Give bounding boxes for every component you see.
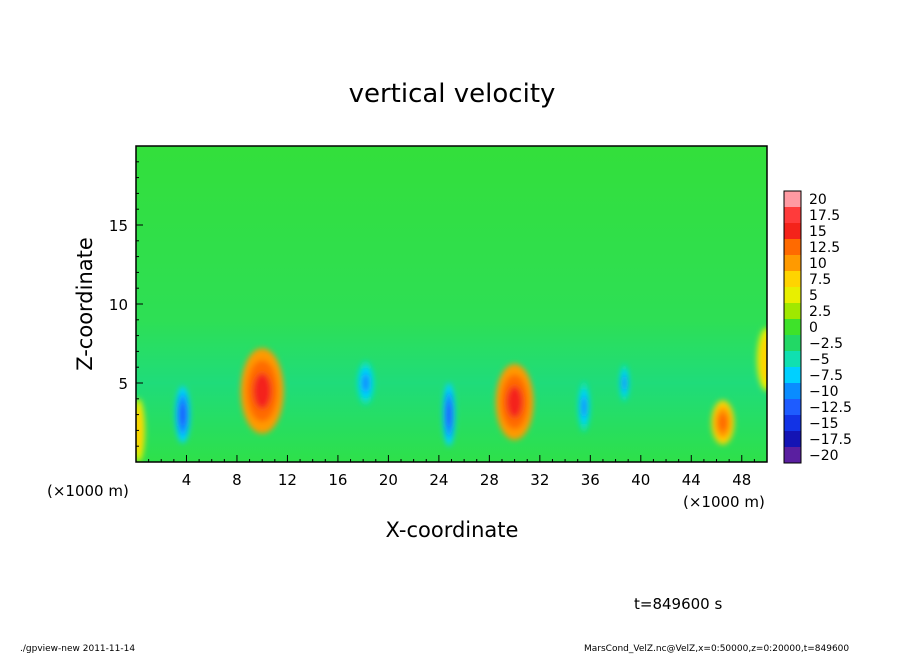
x-tick-label: 20 <box>379 471 398 489</box>
downdraft-cell-6-level-2 <box>581 396 587 418</box>
updraft-cell-2-level-2 <box>718 413 728 432</box>
x-tick-label: 24 <box>429 471 448 489</box>
colorbar-swatch <box>784 239 801 256</box>
colorbar-swatch <box>784 367 801 384</box>
colorbar-level-label: 5 <box>809 288 818 304</box>
x-tick-label: 40 <box>631 471 650 489</box>
x-tick-label: 28 <box>480 471 499 489</box>
colorbar-level-label: 10 <box>809 256 827 272</box>
footer-left: ./gpview-new 2011-11-14 <box>20 644 135 654</box>
colorbar-swatch <box>784 255 801 272</box>
colorbar-level-label: −20 <box>809 448 839 464</box>
colorbar-level-label: −5 <box>809 352 830 368</box>
footer-right: MarsCond_VelZ.nc@VelZ,x=0:50000,z=0:2000… <box>584 644 849 654</box>
x-tick-label: 36 <box>581 471 600 489</box>
x-axis: 4 8 12 16 20 24 28 32 36 40 44 48 <box>148 455 755 489</box>
colorbar-level-label: −2.5 <box>809 336 843 352</box>
x-tick-label: 48 <box>732 471 751 489</box>
colorbar-swatch <box>784 399 801 416</box>
updraft-cell-1-level-2 <box>506 386 523 418</box>
colorbar-level-label: 7.5 <box>809 272 831 288</box>
colorbar-swatch <box>784 287 801 304</box>
colorbar-level-label: −15 <box>809 416 839 432</box>
updraft-cell-0-level-2 <box>253 372 272 409</box>
plot-area <box>135 145 768 463</box>
colorbar-level-label: 17.5 <box>809 208 840 224</box>
colorbar-level-label: −10 <box>809 384 839 400</box>
x-tick-label: 16 <box>328 471 347 489</box>
colorbar-swatch <box>784 351 801 368</box>
colorbar: 2017.51512.5107.552.50−2.5−5−7.5−10−12.5… <box>783 190 852 464</box>
colorbar-swatch <box>784 223 801 240</box>
colorbar-level-label: −12.5 <box>809 400 852 416</box>
x-tick-label: 4 <box>182 471 192 489</box>
colorbar-swatch <box>784 335 801 352</box>
colorbar-level-label: −7.5 <box>809 368 843 384</box>
colorbar-swatch <box>784 383 801 400</box>
colorbar-level-label: 2.5 <box>809 304 831 320</box>
downdraft-cell-5-level-2 <box>446 401 452 428</box>
colorbar-swatch <box>784 303 801 320</box>
y-tick-label: 15 <box>109 217 128 235</box>
colorbar-level-label: 20 <box>809 192 827 208</box>
y-axis-label: Z-coordinate <box>73 237 97 371</box>
colorbar-frame <box>783 190 802 464</box>
x-tick-label: 44 <box>682 471 701 489</box>
colorbar-level-label: 15 <box>809 224 827 240</box>
downdraft-cell-3-level-2 <box>179 402 186 427</box>
x-tick-label: 32 <box>530 471 549 489</box>
colorbar-swatch <box>784 431 801 448</box>
downdraft-cell-4-level-2 <box>361 373 370 393</box>
time-label: t=849600 s <box>634 595 722 613</box>
x-tick-label: 8 <box>232 471 242 489</box>
x-unit-label-left: (×1000 m) <box>47 482 129 500</box>
chart-title: vertical velocity <box>349 79 556 109</box>
x-axis-label: X-coordinate <box>386 518 519 542</box>
updraft-cell-9-level-2 <box>762 346 767 373</box>
y-tick-label: 5 <box>118 375 128 393</box>
colorbar-swatch <box>784 191 801 208</box>
x-unit-label-right: (×1000 m) <box>683 493 765 511</box>
colorbar-swatch <box>784 447 801 464</box>
colorbar-swatch <box>784 415 801 432</box>
y-axis: 5 10 15 <box>109 161 143 447</box>
colorbar-swatch <box>784 319 801 336</box>
colorbar-level-label: 12.5 <box>809 240 840 256</box>
y-tick-label: 10 <box>109 296 128 314</box>
colorbar-level-label: −17.5 <box>809 432 852 448</box>
downdraft-cell-7-level-2 <box>622 375 627 391</box>
colorbar-level-label: 0 <box>809 320 818 336</box>
colorbar-swatch <box>784 207 801 224</box>
colorbar-swatch <box>784 271 801 288</box>
x-tick-label: 12 <box>278 471 297 489</box>
